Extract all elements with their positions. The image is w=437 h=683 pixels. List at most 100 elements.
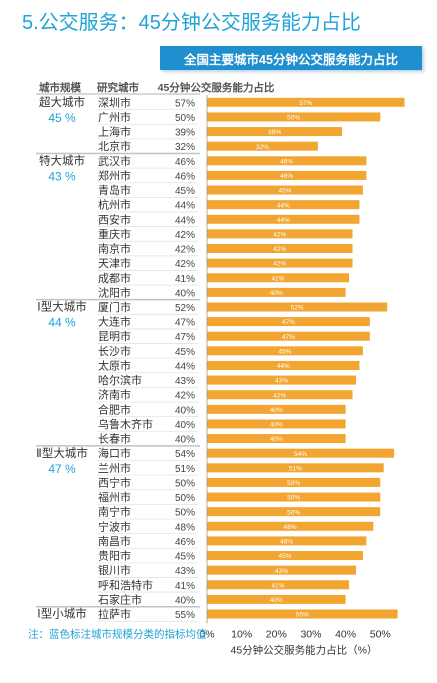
bar bbox=[207, 302, 388, 312]
value-label: 32% bbox=[175, 142, 195, 153]
city-label: 哈尔滨市 bbox=[98, 373, 142, 387]
value-label: 50% bbox=[175, 493, 195, 504]
x-tick-label: 0% bbox=[199, 628, 214, 640]
value-label: 52% bbox=[175, 303, 195, 314]
bar-data-label: 43% bbox=[275, 378, 288, 385]
bar bbox=[207, 97, 405, 107]
bar-data-label: 45% bbox=[278, 188, 291, 195]
bar bbox=[207, 565, 356, 575]
value-label: 40% bbox=[175, 595, 195, 606]
bar-data-label: 44% bbox=[277, 363, 290, 370]
bar-data-label: 40% bbox=[270, 290, 283, 297]
bar-data-label: 40% bbox=[270, 422, 283, 429]
city-label: 海口市 bbox=[98, 446, 131, 460]
group-mean: 45 % bbox=[48, 111, 76, 125]
bar bbox=[207, 536, 367, 546]
bar bbox=[207, 317, 370, 327]
value-label: 43% bbox=[175, 376, 195, 387]
value-label: 47% bbox=[175, 318, 195, 329]
value-label: 46% bbox=[175, 537, 195, 548]
city-label: 福州市 bbox=[98, 490, 131, 504]
page-title: 5.公交服务：45分钟公交服务能力占比 bbox=[22, 12, 361, 34]
bar-data-label: 45% bbox=[278, 553, 291, 560]
bar-data-label: 46% bbox=[280, 539, 293, 546]
bar-data-label: 42% bbox=[273, 246, 286, 253]
value-label: 47% bbox=[175, 332, 195, 343]
city-label: 西宁市 bbox=[98, 475, 131, 489]
x-axis-label: 45分钟公交服务能力占比（%） bbox=[231, 643, 378, 656]
bar bbox=[207, 273, 350, 283]
x-tick-label: 40% bbox=[335, 628, 356, 640]
bar bbox=[207, 463, 384, 473]
city-label: 合肥市 bbox=[98, 402, 131, 416]
header-city: 研究城市 bbox=[97, 81, 139, 94]
value-label: 55% bbox=[175, 610, 195, 621]
bar-data-label: 47% bbox=[282, 334, 295, 341]
group-label: Ⅱ型大城市 bbox=[36, 446, 88, 460]
city-label: 南宁市 bbox=[98, 505, 131, 519]
city-label: 长沙市 bbox=[98, 344, 131, 358]
bar-data-label: 50% bbox=[287, 115, 300, 122]
bar-data-label: 55% bbox=[296, 612, 309, 619]
bar-data-label: 51% bbox=[289, 465, 302, 472]
bar bbox=[207, 375, 356, 385]
city-label: 乌鲁木齐市 bbox=[98, 417, 153, 431]
bar bbox=[207, 244, 353, 254]
value-label: 46% bbox=[175, 157, 195, 168]
bar bbox=[207, 448, 395, 458]
x-tick-label: 10% bbox=[231, 628, 252, 640]
bar bbox=[207, 551, 363, 561]
bar bbox=[207, 127, 343, 137]
value-label: 40% bbox=[175, 435, 195, 446]
bar bbox=[207, 360, 360, 370]
bar bbox=[207, 331, 370, 341]
city-label: 银川市 bbox=[98, 563, 131, 577]
bar-data-label: 52% bbox=[291, 305, 304, 312]
bar bbox=[207, 434, 346, 444]
value-label: 45% bbox=[175, 552, 195, 563]
bar-data-label: 44% bbox=[277, 217, 290, 224]
value-label: 39% bbox=[175, 128, 195, 139]
city-label: 重庆市 bbox=[98, 227, 131, 241]
city-label: 广州市 bbox=[98, 110, 131, 124]
bar bbox=[207, 477, 381, 487]
bar bbox=[207, 258, 353, 268]
bar-data-label: 47% bbox=[282, 319, 295, 326]
bar-data-label: 40% bbox=[270, 407, 283, 414]
value-label: 44% bbox=[175, 201, 195, 212]
city-label: 郑州市 bbox=[98, 168, 131, 182]
bar-data-label: 50% bbox=[287, 509, 300, 516]
header-group: 城市规模 bbox=[39, 81, 81, 94]
city-label: 南京市 bbox=[98, 242, 131, 256]
value-label: 54% bbox=[175, 449, 195, 460]
bar-data-label: 50% bbox=[287, 495, 300, 502]
chart-banner: 全国主要城市45分钟公交服务能力占比 bbox=[160, 46, 422, 70]
city-label: 厦门市 bbox=[98, 300, 131, 314]
city-label: 西安市 bbox=[98, 212, 131, 226]
bar bbox=[207, 390, 353, 400]
city-label: 杭州市 bbox=[98, 198, 131, 212]
city-label: 呼和浩特市 bbox=[98, 578, 153, 592]
city-label: 兰州市 bbox=[98, 461, 131, 475]
group-mean: 47 % bbox=[48, 462, 76, 476]
value-label: 50% bbox=[175, 478, 195, 489]
city-label: 南昌市 bbox=[98, 534, 131, 548]
bar-data-label: 42% bbox=[273, 261, 286, 268]
value-label: 40% bbox=[175, 288, 195, 299]
city-label: 武汉市 bbox=[98, 154, 131, 168]
bar-data-label: 46% bbox=[280, 158, 293, 165]
value-label: 42% bbox=[175, 259, 195, 270]
city-label: 贵阳市 bbox=[98, 549, 131, 563]
city-label: 济南市 bbox=[98, 388, 131, 402]
value-label: 41% bbox=[175, 274, 195, 285]
bar-data-label: 45% bbox=[278, 348, 291, 355]
city-label: 北京市 bbox=[98, 139, 131, 153]
x-tick-label: 30% bbox=[300, 628, 321, 640]
bar-data-label: 40% bbox=[270, 597, 283, 604]
group-mean: 44 % bbox=[48, 316, 76, 330]
bar bbox=[207, 580, 350, 590]
city-label: 上海市 bbox=[98, 125, 131, 139]
value-label: 40% bbox=[175, 405, 195, 416]
value-label: 42% bbox=[175, 230, 195, 241]
